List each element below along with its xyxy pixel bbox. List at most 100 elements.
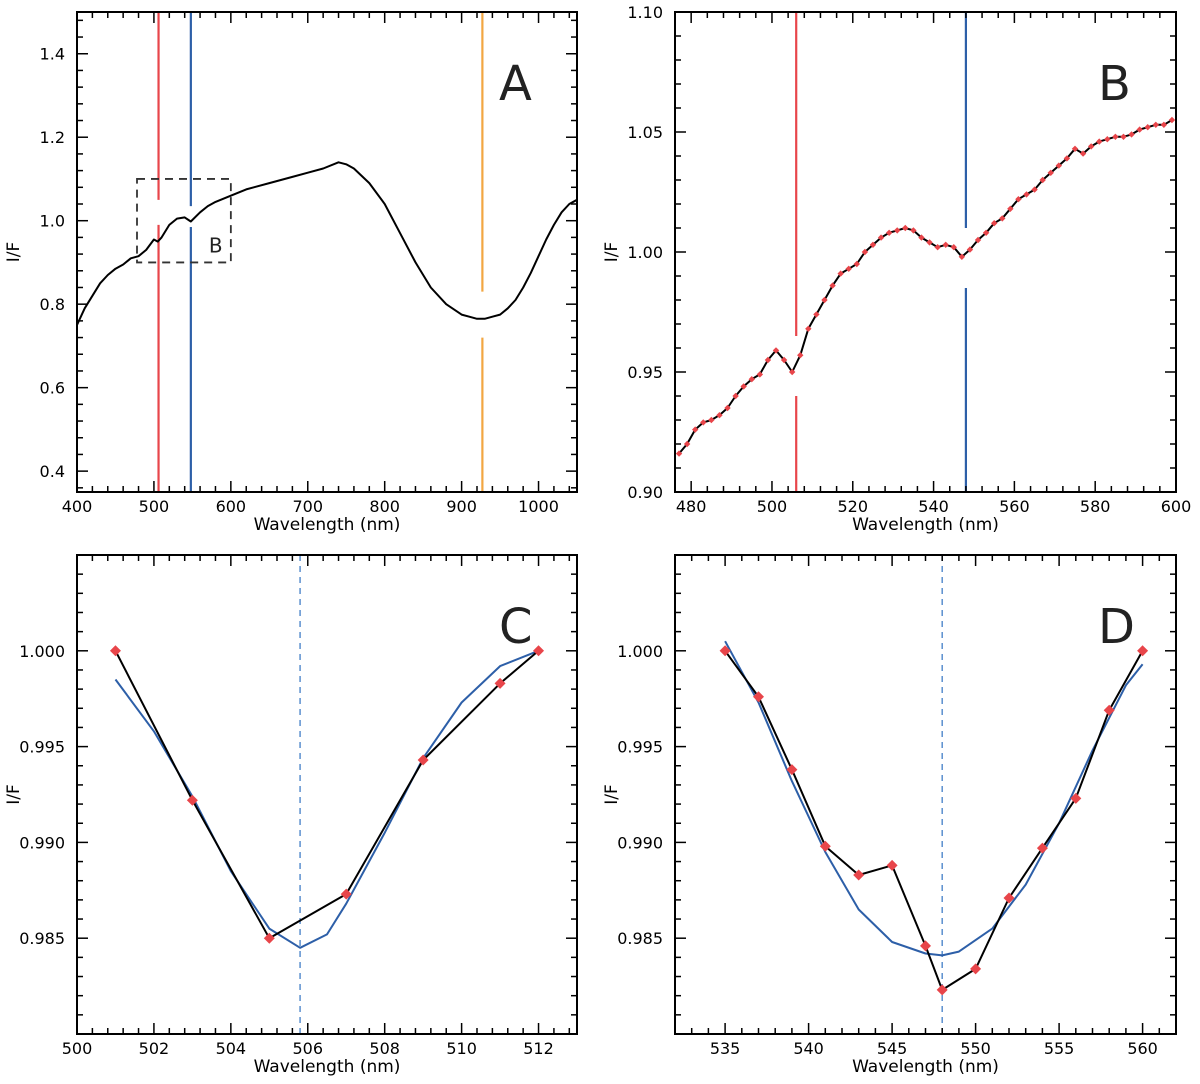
- data-point: [894, 227, 901, 234]
- x-tick-label: 480: [676, 497, 707, 516]
- data-point: [764, 356, 772, 364]
- y-tick-label: 0.4: [40, 462, 65, 481]
- data-point: [861, 248, 869, 256]
- data-point: [1036, 842, 1048, 854]
- data-point: [805, 325, 812, 332]
- data-point: [829, 282, 836, 289]
- data-point: [1160, 121, 1168, 128]
- data-point: [683, 440, 691, 448]
- x-tick-label: 535: [710, 1039, 741, 1058]
- data-point: [1136, 126, 1143, 133]
- data-point: [732, 392, 739, 400]
- data-point: [1055, 162, 1063, 169]
- x-tick-label: 502: [139, 1039, 170, 1058]
- y-tick-label: 0.995: [19, 738, 65, 757]
- data-point: [869, 241, 877, 248]
- data-point: [1137, 645, 1149, 657]
- data-point: [958, 253, 966, 260]
- data-point: [853, 260, 861, 268]
- y-tick-label: 1.2: [40, 128, 65, 147]
- y-tick-label: 0.90: [627, 483, 663, 502]
- x-tick-label: 508: [369, 1039, 400, 1058]
- data-point: [920, 940, 931, 952]
- data-point: [1168, 116, 1176, 124]
- y-tick-label: 1.00: [627, 243, 663, 262]
- x-axis-label: Wavelength (nm): [254, 1057, 401, 1077]
- data-point: [1128, 131, 1135, 138]
- data-point: [999, 215, 1006, 222]
- data-point: [692, 426, 699, 433]
- data-point: [1103, 704, 1115, 716]
- y-tick-label: 1.05: [627, 123, 663, 142]
- y-tick-label: 0.995: [617, 738, 663, 757]
- data-point: [1144, 124, 1151, 131]
- panel-a: B 400 500 600 700 800 900 1000 0.4 0.6 0.8 1.0 1.2 1.…: [4, 11, 578, 535]
- x-tick-label: 512: [523, 1039, 554, 1058]
- y-tick-label: 1.000: [19, 642, 65, 661]
- x-axis-label: Wavelength (nm): [852, 515, 999, 535]
- data-point: [942, 241, 949, 248]
- y-tick-label: 0.6: [40, 379, 65, 398]
- x-tick-label: 540: [793, 1039, 824, 1058]
- x-tick-label: 1000: [518, 497, 559, 516]
- y-axis-label: I/F: [602, 784, 622, 805]
- data-point: [675, 450, 683, 457]
- data-point: [877, 234, 885, 241]
- data-point: [950, 244, 957, 251]
- data-point: [748, 376, 755, 383]
- data-point: [974, 236, 982, 244]
- data-point: [1087, 143, 1095, 150]
- x-tick-label: 504: [216, 1039, 247, 1058]
- data-point: [990, 220, 998, 227]
- data-point: [417, 754, 429, 766]
- data-point: [934, 244, 941, 251]
- plot-area: [77, 12, 577, 492]
- x-tick-label: 550: [960, 1039, 991, 1058]
- x-tick-label: 900: [446, 497, 477, 516]
- data-point: [780, 356, 788, 364]
- inset-box: [136, 178, 232, 264]
- y-tick-label: 1.4: [40, 45, 65, 64]
- data-point: [926, 239, 933, 246]
- data-point: [845, 265, 852, 272]
- data-point: [786, 764, 798, 776]
- fit-curve: [114, 649, 539, 949]
- data-point: [1023, 191, 1030, 198]
- x-tick-label: 700: [292, 497, 323, 516]
- y-tick-label: 0.985: [617, 929, 663, 948]
- data-point: [1104, 136, 1111, 143]
- plot-area: [719, 555, 1149, 1034]
- x-tick-label: 500: [139, 497, 170, 516]
- data-point: [533, 645, 545, 657]
- y-tick-label: 1.000: [617, 642, 663, 661]
- data-point: [1047, 169, 1054, 176]
- data-point: [788, 368, 796, 376]
- inset-box-label: B: [209, 233, 223, 257]
- data-point: [970, 963, 982, 975]
- series-line-0: [114, 650, 540, 940]
- data-point: [1079, 150, 1087, 157]
- y-tick-label: 0.95: [627, 363, 663, 382]
- data-point: [1063, 155, 1071, 162]
- x-tick-label: 580: [1080, 497, 1111, 516]
- data-point: [1039, 176, 1046, 184]
- y-tick-label: 0.985: [19, 929, 65, 948]
- data-point: [910, 227, 917, 234]
- data-point: [813, 311, 820, 318]
- data-point: [700, 419, 707, 426]
- panel-letter: B: [1098, 56, 1131, 112]
- data-point: [494, 677, 506, 689]
- x-tick-label: 800: [369, 497, 400, 516]
- data-point: [263, 932, 275, 944]
- data-point: [716, 412, 723, 419]
- x-tick-label: 520: [838, 497, 869, 516]
- data-point: [1007, 205, 1014, 212]
- x-tick-label: 545: [877, 1039, 908, 1058]
- data-point: [819, 840, 831, 852]
- x-tick-label: 510: [446, 1039, 477, 1058]
- data-point: [821, 296, 828, 304]
- data-point: [885, 229, 893, 236]
- x-tick-label: 500: [757, 497, 788, 516]
- data-point: [772, 347, 780, 354]
